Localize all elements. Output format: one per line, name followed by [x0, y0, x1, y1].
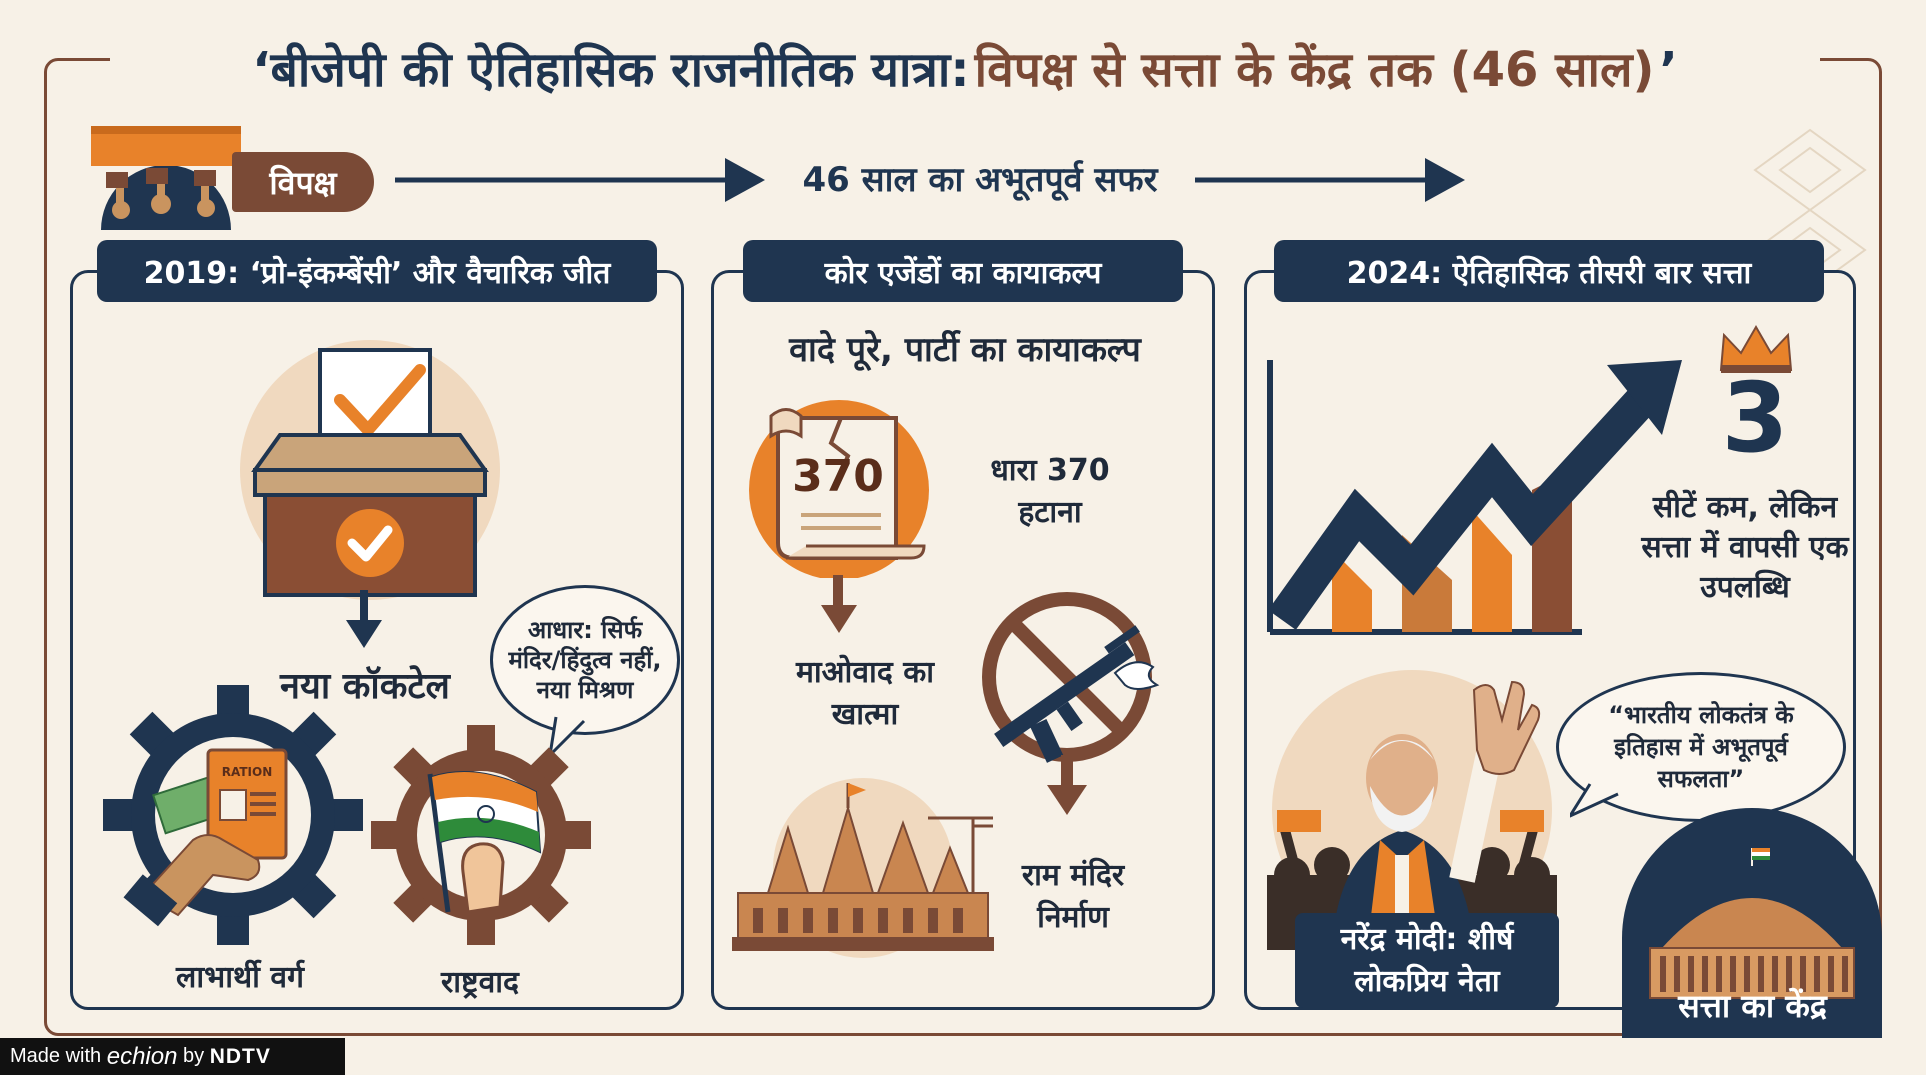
ballot-box-icon [240, 340, 500, 600]
arrow-down-icon-2 [821, 575, 857, 633]
title-part-3: ’ [1659, 42, 1678, 98]
scroll-number-text: 370 [792, 451, 884, 502]
made-with-text: Made with [10, 1045, 102, 1067]
made-with-badge[interactable]: Made with echion by NDTV [0, 1038, 345, 1075]
quote-bubble-tail-icon [1570, 783, 1619, 818]
leader-portrait-icon [1267, 670, 1557, 950]
arrow-right-icon [395, 158, 765, 202]
maoism-label: माओवाद का खात्मा [795, 655, 935, 732]
title-part-2: विपक्ष से सत्ता के केंद्र तक (46 साल) [974, 42, 1655, 98]
promises-kept-subheading: वादे पूरे, पार्टी का कायाकल्प [789, 330, 1141, 370]
article-370-label: धारा 370 हटाना [990, 453, 1110, 530]
quote-speech-bubble: “भारतीय लोकतंत्र के इतिहास में अभूतपूर्व… [1556, 672, 1846, 822]
arrow-right-icon-2 [1195, 158, 1465, 202]
nationalism-gear-icon [371, 725, 591, 945]
mix-speech-bubble: आधार: सिर्फ मंदिर/हिंदुत्व नहीं, नया मिश… [490, 585, 680, 735]
echion-logo-text: echion [106, 1042, 178, 1070]
arrow-down-icon [346, 590, 382, 648]
ndtv-logo-text: NDTV [209, 1044, 271, 1068]
ram-mandir-temple-icon [732, 778, 994, 958]
beneficiary-gear-icon: RATION [103, 685, 363, 945]
column-core-agenda-heading: कोर एजेंडों का कायाकल्प [743, 240, 1183, 302]
title-part-1: ‘बीजेपी की ऐतिहासिक राजनीतिक यात्रा: [252, 42, 970, 98]
column-2019-heading: 2019: ‘प्रो-इंकम्बेंसी’ और वैचारिक जीत [97, 240, 657, 302]
journey-label: 46 साल का अभूतपूर्व सफर [802, 160, 1158, 200]
page-title: ‘बीजेपी की ऐतिहासिक राजनीतिक यात्रा: विप… [110, 36, 1820, 108]
protest-crowd-icon [91, 126, 241, 230]
no-weapon-icon [982, 592, 1160, 815]
new-cocktail-label: नया कॉकटेल [280, 666, 450, 707]
ration-card-text: RATION [222, 765, 273, 779]
parliament-building-icon [1622, 808, 1882, 1038]
beneficiary-label: लाभार्थी वर्ग [176, 960, 304, 995]
by-text: by [183, 1045, 205, 1067]
nationalism-label: राष्ट्रवाद [441, 965, 519, 1000]
crane-icon [1050, 770, 1130, 830]
third-term-number: 3 [1721, 362, 1789, 474]
growth-chart-icon [1267, 360, 1682, 635]
seats-text: सीटें कम, लेकिन सत्ता में वापसी एक उपलब्… [1641, 490, 1849, 605]
crown-icon [1719, 325, 1793, 373]
opposition-label: विपक्ष [232, 152, 374, 212]
article-370-scroll-icon: 370 [749, 400, 929, 578]
ram-mandir-label: राम मंदिर निर्माण [1021, 858, 1125, 935]
leader-label: नरेंद्र मोदी: शीर्ष लोकप्रिय नेता [1295, 913, 1559, 1008]
column-2024-heading: 2024: ऐतिहासिक तीसरी बार सत्ता [1274, 240, 1824, 302]
power-center-label: सत्ता का केंद्र [1678, 987, 1827, 1025]
